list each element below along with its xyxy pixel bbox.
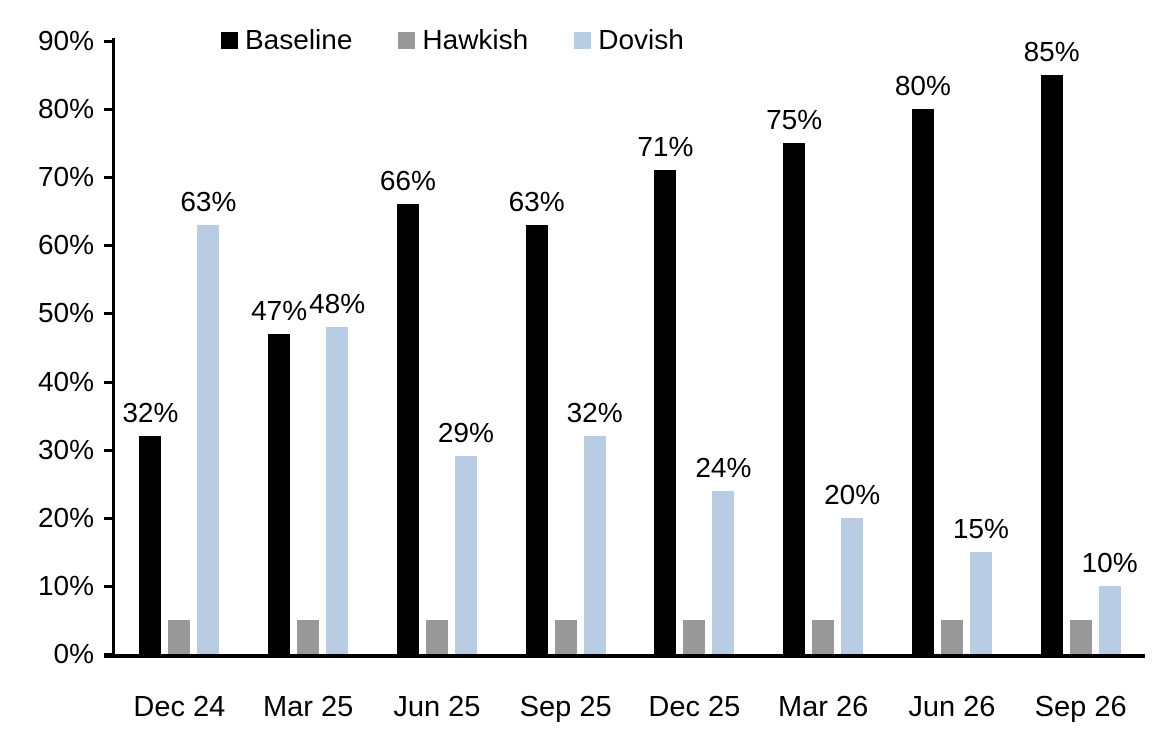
data-label-baseline-6: 80% xyxy=(894,70,951,102)
x-axis-category-label: Mar 26 xyxy=(777,691,869,723)
bar-dovish-1: 48% xyxy=(309,288,365,654)
bar-baseline-1: 47% xyxy=(251,295,307,654)
bar-dovish-7: 10% xyxy=(1082,547,1138,654)
x-axis-category-label: Jun 26 xyxy=(908,691,996,723)
bar-hawkish-4 xyxy=(683,619,706,654)
bar-baseline-4: 71% xyxy=(637,132,693,654)
bar-baseline-0: 32% xyxy=(122,397,178,654)
legend-item-hawkish: Hawkish xyxy=(398,26,528,54)
legend-item-dovish: Dovish xyxy=(574,26,684,54)
data-label-baseline-3: 63% xyxy=(508,185,565,217)
legend-label-dovish: Dovish xyxy=(598,24,684,55)
y-axis-tick-label: 60% xyxy=(37,229,94,261)
legend-label-hawkish: Hawkish xyxy=(422,24,529,55)
bar-dovish-3: 32% xyxy=(567,397,623,654)
data-label-baseline-5: 75% xyxy=(766,104,823,136)
y-axis-tick-label: 10% xyxy=(37,569,94,601)
x-axis-category-label: Sep 25 xyxy=(519,691,612,723)
y-axis-tick-label: 20% xyxy=(37,501,94,533)
bar-group-jun-25: 66% 29% xyxy=(373,41,502,654)
bar-hawkish-3 xyxy=(554,619,577,654)
bar-group-sep-25: 63% 32% xyxy=(501,41,630,654)
data-label-baseline-7: 85% xyxy=(1023,36,1080,68)
legend-item-baseline: Baseline xyxy=(221,26,352,54)
x-axis-line xyxy=(104,654,1145,658)
y-axis-tick xyxy=(104,653,113,656)
y-axis-tick xyxy=(104,108,113,112)
bar-hawkish-7 xyxy=(1069,619,1092,654)
x-axis-category-label: Dec 24 xyxy=(133,691,226,723)
data-label-dovish-3: 32% xyxy=(566,397,623,429)
y-axis-tick xyxy=(104,312,113,316)
y-axis-tick xyxy=(104,448,113,452)
y-axis-line xyxy=(112,38,115,658)
bar-baseline-6: 80% xyxy=(895,70,951,654)
y-axis-tick-label: 80% xyxy=(37,93,94,125)
bar-group-dec-25: 71% 24% xyxy=(630,41,759,654)
data-label-dovish-7: 10% xyxy=(1081,546,1138,578)
y-axis-tick-label: 40% xyxy=(37,365,94,397)
x-axis-category-label: Jun 25 xyxy=(393,691,481,723)
y-axis-tick xyxy=(104,584,113,588)
y-axis-tick-label: 90% xyxy=(37,25,94,56)
bar-hawkish-6 xyxy=(940,619,963,654)
legend-label-baseline: Baseline xyxy=(245,24,353,55)
data-label-dovish-5: 20% xyxy=(824,478,881,510)
y-axis-tick-label: 70% xyxy=(37,161,94,193)
data-label-baseline-2: 66% xyxy=(379,165,436,197)
y-axis-tick-label: 0% xyxy=(53,638,94,669)
data-label-baseline-1: 47% xyxy=(251,294,308,326)
bar-baseline-7: 85% xyxy=(1024,36,1080,654)
chart-legend: Baseline Hawkish Dovish xyxy=(221,26,684,54)
y-axis-tick xyxy=(104,380,113,384)
bar-baseline-5: 75% xyxy=(766,104,822,654)
data-label-dovish-6: 15% xyxy=(952,512,1009,544)
data-label-dovish-4: 24% xyxy=(695,451,752,483)
bar-dovish-0: 63% xyxy=(180,186,236,654)
data-label-baseline-4: 71% xyxy=(637,131,694,163)
y-axis-tick-label: 30% xyxy=(37,433,94,465)
y-axis-tick xyxy=(104,244,113,248)
bar-hawkish-2 xyxy=(425,619,448,654)
bar-dovish-4: 24% xyxy=(695,452,751,654)
bar-hawkish-5 xyxy=(812,619,835,654)
y-axis-tick xyxy=(104,516,113,520)
data-label-dovish-0: 63% xyxy=(180,185,237,217)
data-label-baseline-0: 32% xyxy=(122,397,179,429)
y-axis-tick-label: 50% xyxy=(37,297,94,329)
bar-group-dec-24: 32% 63% xyxy=(115,41,244,654)
bar-group-mar-25: 47% 48% xyxy=(244,41,373,654)
bar-baseline-3: 63% xyxy=(509,186,565,654)
x-axis-category-label: Mar 25 xyxy=(262,691,354,723)
bar-group-sep-26: 85% 10% xyxy=(1016,36,1145,654)
bar-baseline-2: 66% xyxy=(380,166,436,654)
data-label-dovish-1: 48% xyxy=(309,288,366,320)
x-axis-category-label: Sep 26 xyxy=(1034,691,1127,723)
bar-dovish-5: 20% xyxy=(824,479,880,654)
data-label-dovish-2: 29% xyxy=(437,417,494,449)
x-axis-category-label: Dec 25 xyxy=(648,691,741,723)
bar-dovish-6: 15% xyxy=(953,513,1009,654)
legend-marker-dovish xyxy=(574,31,592,49)
bar-hawkish-1 xyxy=(297,619,320,654)
bar-dovish-2: 29% xyxy=(438,418,494,654)
bar-hawkish-0 xyxy=(168,619,191,654)
legend-marker-baseline xyxy=(221,31,238,49)
y-axis-tick xyxy=(104,176,113,180)
bar-group-jun-26: 80% 15% xyxy=(888,41,1017,654)
bar-group-mar-26: 75% 20% xyxy=(759,41,888,654)
y-axis-tick xyxy=(104,40,113,43)
legend-marker-hawkish xyxy=(398,31,416,49)
